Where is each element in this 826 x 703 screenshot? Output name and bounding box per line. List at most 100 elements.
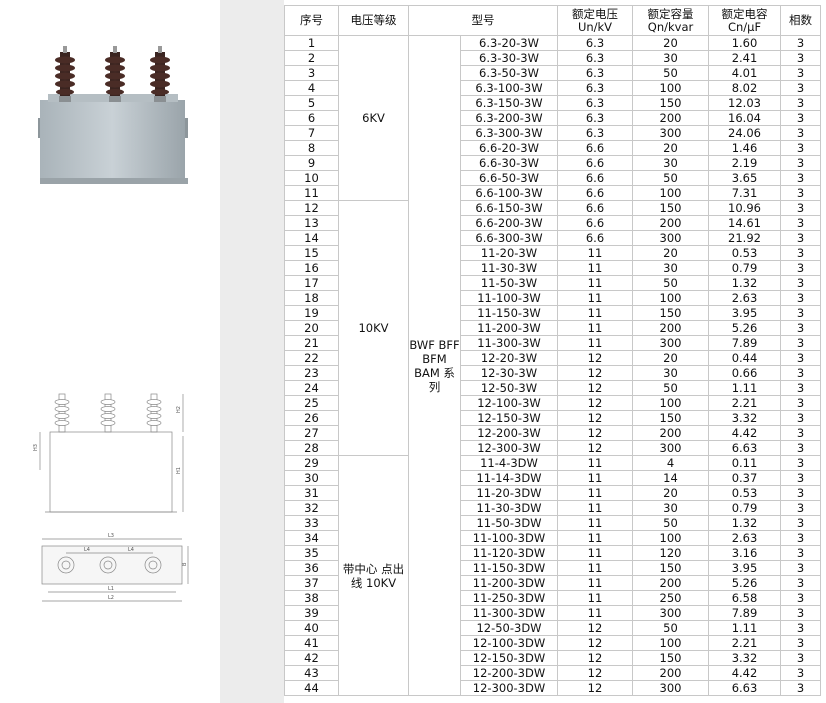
dim-label: B xyxy=(182,562,188,566)
cell: 3 xyxy=(780,185,821,201)
cell: 7.89 xyxy=(708,605,781,621)
cell: 3 xyxy=(780,95,821,111)
cell: 6.6 xyxy=(557,170,633,186)
table-row: 36 11-150-3DW 11 150 3.95 3 xyxy=(284,560,821,576)
cell: 300 xyxy=(632,125,709,141)
cell: 42 xyxy=(284,650,339,666)
cell: 3 xyxy=(780,335,821,351)
header-row: 序号 电压等级 型号 额定电压 Un/kV 额定容量 Qn/kvar 额定电容 Cn/μF 相数 xyxy=(284,5,821,36)
cell: 30 xyxy=(632,365,709,381)
table-row: 35 11-120-3DW 11 120 3.16 3 xyxy=(284,545,821,561)
cell: 2 xyxy=(284,50,339,66)
cell: 13 xyxy=(284,215,339,231)
cell: 19 xyxy=(284,305,339,321)
cell: 36 xyxy=(284,560,339,576)
cell: 11-50-3DW xyxy=(460,515,558,531)
cell: 12 xyxy=(557,380,633,396)
header-cell: 序号 xyxy=(284,5,339,36)
cell: 3 xyxy=(780,155,821,171)
cell: 3 xyxy=(780,635,821,651)
cell: 12-100-3DW xyxy=(460,635,558,651)
cell: 5.26 xyxy=(708,320,781,336)
top-drawing xyxy=(41,538,189,602)
cell: 300 xyxy=(632,440,709,456)
cell: 6.3-300-3W xyxy=(460,125,558,141)
cell: 3 xyxy=(780,50,821,66)
table-row: 32 11-30-3DW 11 30 0.79 3 xyxy=(284,500,821,516)
table-row: 4 6.3-100-3W 6.3 100 8.02 3 xyxy=(284,80,821,96)
cell: 2.63 xyxy=(708,530,781,546)
cell: 3.32 xyxy=(708,650,781,666)
table-row: 37 11-200-3DW 11 200 5.26 3 xyxy=(284,575,821,591)
table-row: 6 6.3-200-3W 6.3 200 16.04 3 xyxy=(284,110,821,126)
cell: 6.6 xyxy=(557,200,633,216)
cell: 12 xyxy=(557,440,633,456)
header-cell: 额定容量 Qn/kvar xyxy=(632,5,709,36)
cell: 11-100-3W xyxy=(460,290,558,306)
cell: 11 xyxy=(557,545,633,561)
cell: 43 xyxy=(284,665,339,681)
table-row: 21 11-300-3W 11 300 7.89 3 xyxy=(284,335,821,351)
cell: 3 xyxy=(780,230,821,246)
cell: 1.11 xyxy=(708,620,781,636)
cell: 21.92 xyxy=(708,230,781,246)
cell: 20 xyxy=(632,485,709,501)
cell: 21 xyxy=(284,335,339,351)
cell: 26 xyxy=(284,410,339,426)
table-row: 9 6.6-30-3W 6.6 30 2.19 3 xyxy=(284,155,821,171)
cell: 11-4-3DW xyxy=(460,455,558,471)
cell: 0.11 xyxy=(708,455,781,471)
photo xyxy=(38,46,188,184)
cell: 10.96 xyxy=(708,200,781,216)
table-row: 13 6.6-200-3W 6.6 200 14.61 3 xyxy=(284,215,821,231)
cell: 4.42 xyxy=(708,425,781,441)
side-band xyxy=(220,0,284,703)
cell: 6.3 xyxy=(557,50,633,66)
cell: 11 xyxy=(557,530,633,546)
cell: 6.6 xyxy=(557,140,633,156)
cell: 50 xyxy=(632,275,709,291)
table-row: 17 11-50-3W 11 50 1.32 3 xyxy=(284,275,821,291)
cell: 23 xyxy=(284,365,339,381)
cell: 300 xyxy=(632,230,709,246)
cell: 39 xyxy=(284,605,339,621)
cell: 12-50-3DW xyxy=(460,620,558,636)
dim-label: L4 xyxy=(84,547,90,553)
cell: 11-250-3DW xyxy=(460,590,558,606)
cell: 3.95 xyxy=(708,305,781,321)
cell: 50 xyxy=(632,170,709,186)
header-cell: 额定电压 Un/kV xyxy=(557,5,633,36)
cell: 12-30-3W xyxy=(460,365,558,381)
cell: 3 xyxy=(780,275,821,291)
cell: 150 xyxy=(632,560,709,576)
table-row: 27 12-200-3W 12 200 4.42 3 xyxy=(284,425,821,441)
dim-label: H2 xyxy=(176,406,182,413)
cell: 6.6-50-3W xyxy=(460,170,558,186)
cell: 12 xyxy=(557,350,633,366)
cell: 7 xyxy=(284,125,339,141)
cell: 30 xyxy=(632,155,709,171)
cell: 12 xyxy=(557,410,633,426)
cell: 150 xyxy=(632,410,709,426)
cell: 100 xyxy=(632,395,709,411)
cell: 8 xyxy=(284,140,339,156)
cell: 24 xyxy=(284,380,339,396)
table-header: 序号 电压等级 型号 额定电压 Un/kV 额定容量 Qn/kvar 额定电容 Cn/μF 相数 xyxy=(284,5,821,36)
header-text: Qn/kvar xyxy=(647,19,694,34)
bushing xyxy=(55,46,75,102)
cell: 6.3-20-3W xyxy=(460,35,558,51)
cell: 16 xyxy=(284,260,339,276)
cell: 0.79 xyxy=(708,260,781,276)
cell: 3 xyxy=(780,485,821,501)
cell: 41 xyxy=(284,635,339,651)
cell: 300 xyxy=(632,605,709,621)
cell: 1.60 xyxy=(708,35,781,51)
cell: 4 xyxy=(632,455,709,471)
cell: 200 xyxy=(632,320,709,336)
voltage-class: 带中心 点出线 10KV xyxy=(338,455,409,696)
cell: 300 xyxy=(632,335,709,351)
cell: 3.95 xyxy=(708,560,781,576)
cell: 11-20-3DW xyxy=(460,485,558,501)
cell: 2.21 xyxy=(708,635,781,651)
header-text: 额定电容 xyxy=(721,6,768,21)
